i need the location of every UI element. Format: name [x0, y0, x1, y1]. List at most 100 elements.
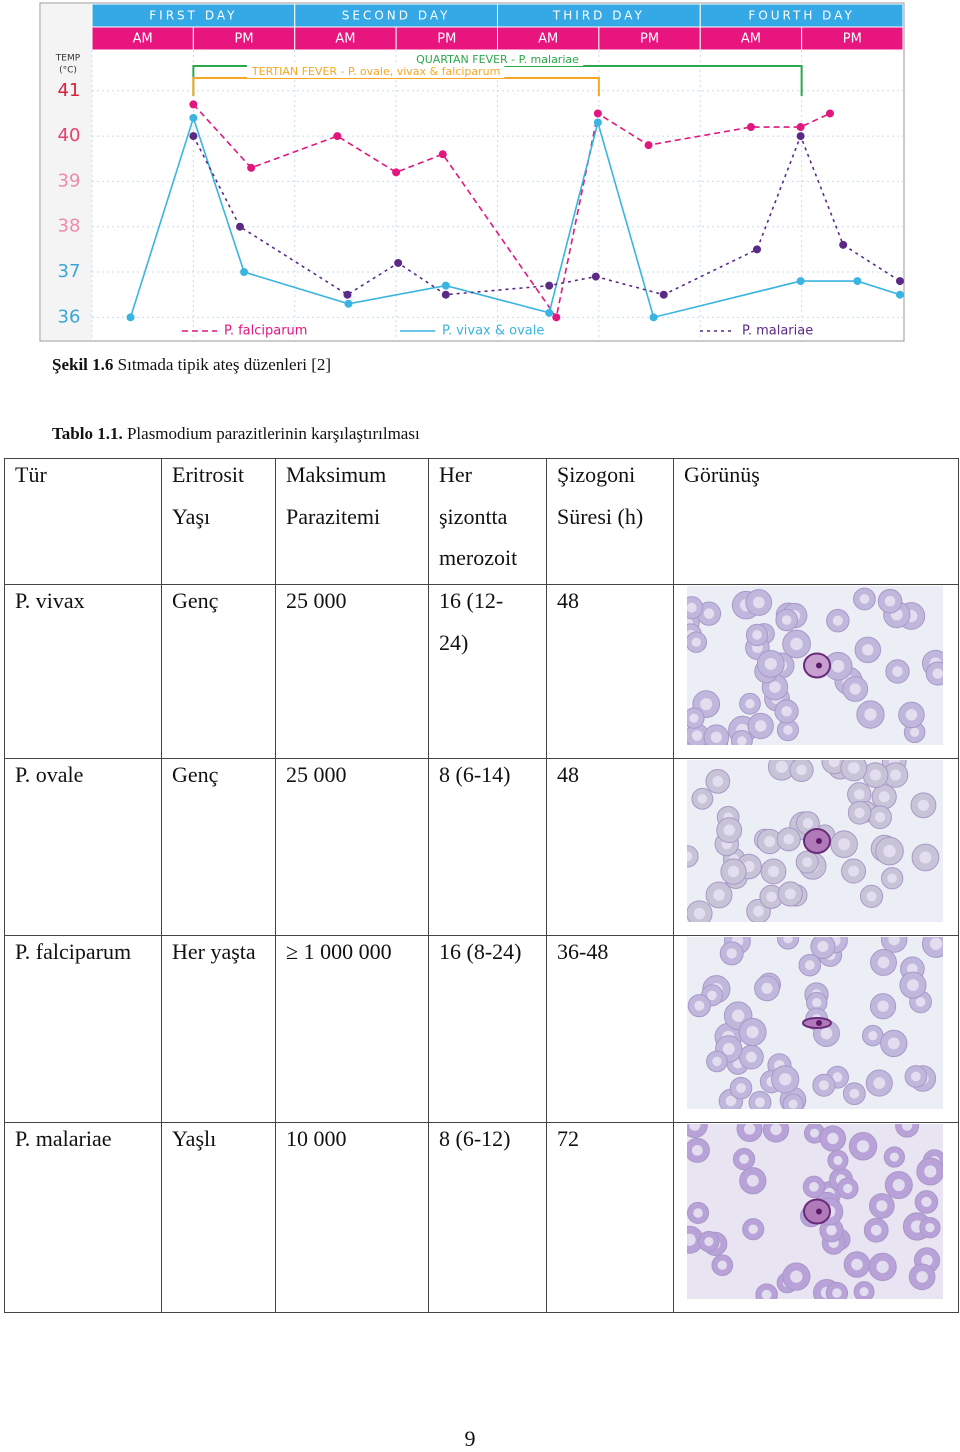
series-line — [192, 133, 901, 296]
table-cell: Eritrosit Yaşı — [161, 458, 276, 585]
table-cell: Yaşlı — [161, 1122, 276, 1313]
cell-content: 8 (6-14) — [439, 754, 536, 796]
cell-center — [767, 865, 780, 878]
axis-panel — [41, 4, 92, 340]
y-tick-label: 41 — [58, 80, 81, 101]
cell-center — [870, 1224, 882, 1236]
cell-content: 25 000 — [286, 580, 418, 622]
data-point — [746, 123, 755, 132]
cell-center — [802, 857, 813, 868]
cell-center — [848, 865, 859, 877]
cell-center — [783, 834, 794, 845]
data-point — [826, 109, 835, 118]
cell-center — [739, 1154, 749, 1164]
annotation-label-bg — [246, 65, 505, 78]
table-cell: 10 000 — [275, 1122, 429, 1313]
cell-center — [887, 1037, 900, 1050]
cell-center — [919, 851, 932, 864]
cell-line: Her yaşta — [172, 939, 256, 964]
cell-center — [832, 1288, 842, 1298]
cell-center — [812, 997, 822, 1008]
table-cell: Her yaşta — [161, 935, 276, 1123]
cell-center — [761, 982, 773, 994]
parasite-core — [816, 1020, 822, 1026]
cell-center — [925, 1223, 935, 1233]
data-point — [796, 132, 805, 141]
cell-center — [769, 681, 781, 693]
cell-center — [790, 1270, 803, 1283]
cell-center — [753, 905, 764, 917]
cell-center — [849, 683, 861, 695]
cell-center — [877, 1000, 889, 1012]
cell-center — [864, 708, 877, 721]
period-label: AM — [335, 32, 355, 47]
cell-center — [731, 1009, 745, 1022]
cell-line: Yaşı — [172, 503, 211, 529]
cell-line: Şizogoni — [557, 462, 636, 487]
table-cell: ≥ 1 000 000 — [275, 935, 429, 1123]
table-cell: Şizogoni Süresi (h) — [546, 458, 674, 585]
cell-content: Görünüş — [684, 454, 948, 496]
cell-line: ≥ 1 000 000 — [286, 939, 392, 964]
cell-center — [754, 720, 767, 732]
data-point — [189, 132, 198, 141]
cell-center — [892, 1178, 905, 1192]
table-cell: 16 (12- 24) — [428, 584, 547, 759]
cell-center — [752, 630, 762, 640]
cell-center — [687, 602, 697, 613]
table-cell: Maksimum Parazitemi — [275, 458, 429, 585]
period-label: PM — [843, 32, 862, 47]
table-row: P. ovale Genç 25 000 8 (6-14) 48 — [4, 758, 959, 936]
caption-text: Sıtmada tipik ateş düzenleri [2] — [117, 355, 332, 374]
cell-center — [907, 963, 918, 975]
cell-center — [748, 1224, 758, 1234]
cell-content: 8 (6-12) — [439, 1118, 536, 1160]
image-cell — [673, 758, 959, 936]
cell-center — [838, 838, 851, 851]
cell-content: P. falciparum — [15, 931, 151, 973]
data-point — [189, 100, 198, 109]
cell-line: P. vivax — [15, 588, 85, 613]
table-cell: 25 000 — [275, 584, 429, 759]
cell-center — [743, 1124, 756, 1135]
cell-center — [843, 1183, 853, 1194]
data-point — [441, 290, 450, 299]
table-cell: 48 — [546, 758, 674, 936]
table-cell: 25 000 — [275, 758, 429, 936]
cell-center — [736, 1083, 746, 1093]
cell-center — [689, 713, 699, 723]
cell-center — [901, 1124, 913, 1131]
cell-center — [862, 644, 874, 656]
cell-line: Genç — [172, 762, 219, 787]
cell-center — [883, 844, 896, 858]
cell-center — [866, 891, 877, 902]
cell-center — [745, 699, 755, 709]
data-point — [240, 268, 249, 277]
legend-label: P. vivax & ovale — [442, 324, 544, 339]
data-point — [644, 141, 653, 150]
cell-center — [713, 889, 725, 901]
cell-center — [851, 1258, 863, 1271]
cell-center — [804, 960, 815, 970]
cell-content: ≥ 1 000 000 — [286, 931, 418, 973]
annotation-label: TERTIAN FEVER - P. ovale, vivax & falcip… — [251, 65, 500, 78]
period-label: AM — [133, 32, 153, 47]
cell-line: Her — [439, 462, 472, 487]
cell-center — [712, 775, 724, 787]
cell-center — [820, 1027, 833, 1040]
table-cell: P. vivax — [4, 584, 162, 759]
cell-center — [764, 657, 777, 670]
cell-center — [876, 1200, 888, 1212]
cell-center — [746, 1174, 759, 1187]
comparison-table: Tür Eritrosit Yaşı Maksimum Parazitemi Her şiz… — [4, 458, 959, 1313]
cell-center — [802, 818, 814, 829]
cell-line: 10 000 — [286, 1126, 347, 1151]
cell-center — [691, 730, 703, 741]
cell-content: Eritrosit Yaşı — [172, 454, 265, 537]
cell-center — [827, 1132, 839, 1145]
cell-center — [818, 1080, 829, 1091]
smear-image — [687, 760, 943, 922]
cell-content: 10 000 — [286, 1118, 418, 1160]
cell-center — [849, 1088, 860, 1099]
